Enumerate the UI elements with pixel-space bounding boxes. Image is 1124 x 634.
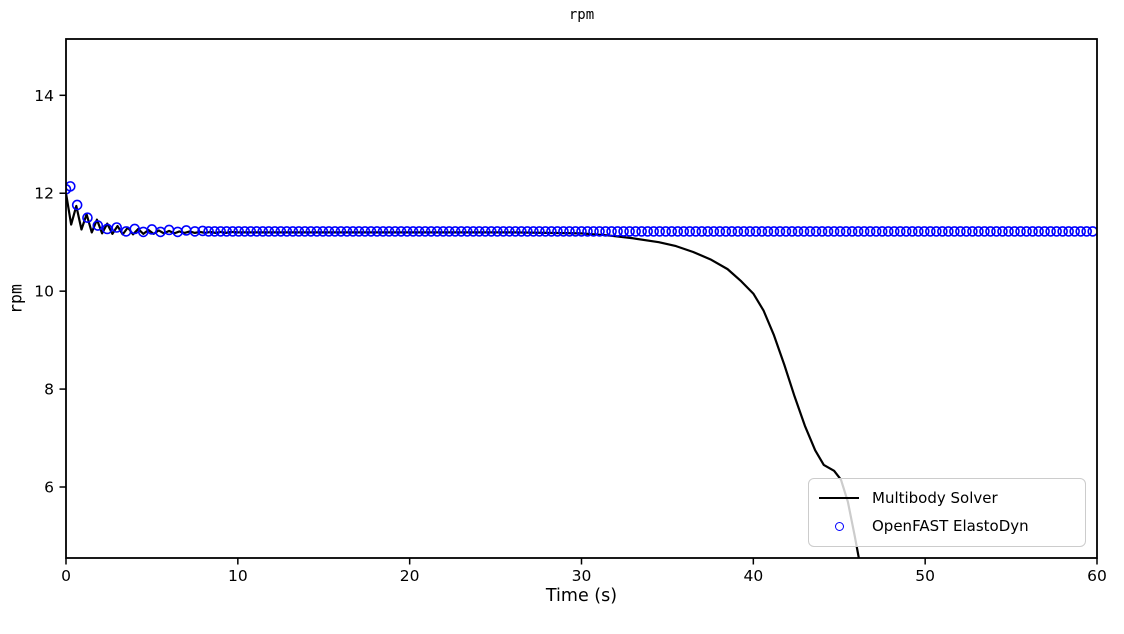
y-tick-label: 10 [34,283,54,301]
legend-circle-swatch [819,522,859,532]
black-line-icon [819,497,859,500]
legend-label: Multibody Solver [872,488,998,507]
x-tick-label: 60 [1087,567,1107,585]
x-tick-label: 0 [61,567,71,585]
blue-circle-marker-icon [834,522,844,532]
x-tick-label: 40 [743,567,763,585]
legend-item-openfast-elastodyn: OpenFAST ElastoDyn [819,514,1075,540]
y-axis-label: rpm [6,284,26,314]
x-tick-label: 50 [915,567,935,585]
legend-box: Multibody Solver OpenFAST ElastoDyn [808,478,1086,547]
legend-label: OpenFAST ElastoDyn [872,517,1029,536]
multibody-solver-line [66,193,860,558]
axes-spines [65,38,1098,559]
y-tick-label: 14 [34,87,54,105]
x-tick-label: 10 [228,567,248,585]
y-tick-label: 12 [34,185,54,203]
y-tick-label: 6 [44,479,54,497]
x-axis-label: Time (s) [545,586,618,606]
x-tick-label: 30 [572,567,592,585]
chart-title: rpm [568,7,595,23]
y-tick-label: 8 [44,381,54,399]
legend-line-swatch [819,497,859,500]
x-tick-label: 20 [400,567,420,585]
openfast-elastodyn-markers [66,181,1097,238]
legend-item-multibody-solver: Multibody Solver [819,485,1075,511]
